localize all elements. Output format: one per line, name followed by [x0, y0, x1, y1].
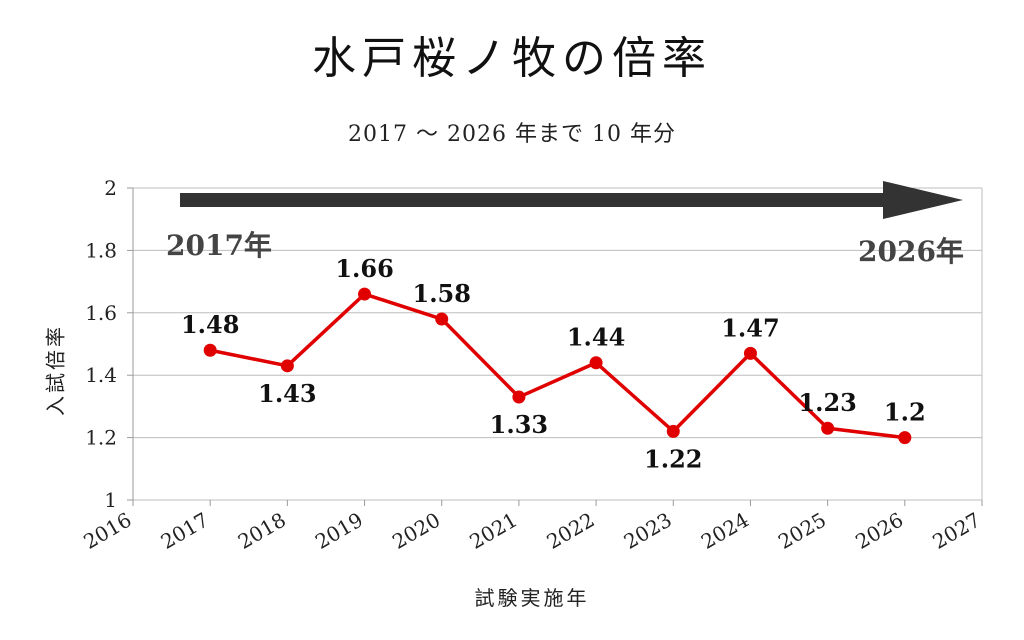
data-label: 1.23: [798, 388, 856, 417]
data-label: 1.48: [181, 310, 239, 339]
x-tick-label: 2024: [697, 508, 753, 554]
data-labels: 1.48 1.43 1.66 1.58 1.33 1.44 1.22 1.47 1.23 1.2: [181, 254, 926, 473]
arrow-shaft: [180, 193, 886, 207]
grid-lines: [133, 187, 982, 501]
data-point: [743, 346, 757, 360]
data-label: 1.2: [884, 398, 926, 427]
y-tick-label: 1.2: [85, 426, 117, 450]
x-tick-label: 2027: [928, 508, 984, 554]
x-tick-label: 2026: [851, 508, 907, 554]
y-tick-label: 1.4: [85, 363, 117, 387]
series-rate: [203, 287, 912, 445]
data-point: [512, 390, 526, 404]
data-point: [821, 421, 835, 435]
data-label: 1.44: [567, 323, 625, 352]
x-tick-label: 2025: [774, 508, 830, 554]
x-tick-label: 2019: [311, 508, 367, 554]
timeline-arrow: [180, 181, 963, 219]
data-label: 1.43: [258, 379, 316, 408]
arrow-end-label: 2026年: [858, 235, 964, 268]
y-tick-label: 1: [104, 488, 117, 512]
data-point: [898, 431, 912, 445]
y-tick-label: 1.8: [85, 238, 117, 262]
data-label: 1.66: [335, 254, 393, 283]
data-label: 1.58: [413, 279, 471, 308]
y-axis-label: 入試倍率: [43, 324, 68, 416]
data-point: [589, 356, 603, 370]
x-tick-label: 2017: [157, 508, 213, 554]
data-label: 1.47: [721, 313, 779, 342]
x-tick-label: 2016: [79, 508, 135, 554]
data-label: 1.33: [490, 410, 548, 439]
data-point: [280, 359, 294, 373]
data-point: [666, 424, 680, 438]
x-tick-label: 2021: [465, 508, 521, 554]
series-line: [209, 292, 906, 440]
chart-title: 水戸桜ノ牧の倍率: [312, 33, 712, 84]
y-tick-label: 2: [104, 176, 117, 200]
x-axis-label: 試験実施年: [474, 586, 590, 610]
arrow-head: [883, 181, 963, 219]
x-tick-label: 2022: [543, 508, 599, 554]
data-point: [358, 287, 372, 301]
chart-subtitle: 2017 ～ 2026 年まで 10 年分: [348, 122, 676, 147]
arrow-start-label: 2017年: [166, 229, 272, 262]
data-point: [435, 312, 449, 326]
x-tick-label: 2018: [234, 508, 290, 554]
x-tick-label: 2020: [388, 508, 444, 554]
y-tick-label: 1.6: [85, 301, 117, 325]
data-label: 1.22: [644, 444, 702, 473]
x-tick-label: 2023: [620, 508, 676, 554]
data-point: [203, 343, 217, 357]
